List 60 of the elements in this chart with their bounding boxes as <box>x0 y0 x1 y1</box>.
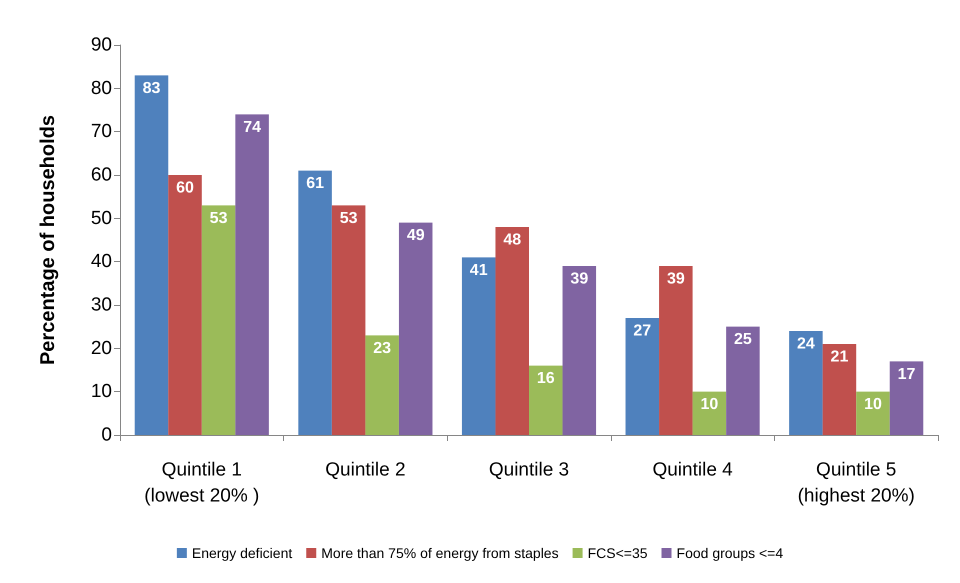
data-label: 24 <box>796 336 815 352</box>
y-tick-label: 60 <box>90 164 112 186</box>
data-label: 48 <box>503 232 522 248</box>
x-tick-label: Quintile 4 <box>652 460 734 480</box>
bar <box>168 175 202 435</box>
data-label: 39 <box>666 270 685 288</box>
data-label: 74 <box>243 118 262 136</box>
y-tick-label: 90 <box>90 34 112 56</box>
bar <box>856 392 890 435</box>
x-tick-label: Quintile 5 (highest 20%) <box>798 460 915 506</box>
y-axis-title: Percentage of households <box>37 114 59 366</box>
x-tick-label: Quintile 3 <box>488 460 570 480</box>
data-label: 16 <box>536 370 555 388</box>
data-label: 27 <box>633 322 652 340</box>
data-label: 21 <box>830 348 848 366</box>
bar <box>134 75 168 435</box>
data-label: 53 <box>210 210 228 227</box>
bar <box>398 222 432 435</box>
bar <box>626 318 660 435</box>
bar <box>562 266 596 435</box>
bar <box>692 392 726 435</box>
x-tick-label: Quintile 2 <box>325 460 406 480</box>
bar <box>890 361 924 435</box>
legend-label: More than 75% of energy from staples <box>321 545 559 561</box>
bar <box>822 344 856 435</box>
data-label: 61 <box>306 175 324 192</box>
data-label: 23 <box>373 340 392 357</box>
legend-label: Food groups <=4 <box>676 545 784 561</box>
bar <box>298 170 332 435</box>
bar <box>726 326 760 435</box>
data-label: 17 <box>898 366 916 383</box>
bar <box>789 331 823 435</box>
y-tick-label: 50 <box>90 208 112 229</box>
y-tick-label: 20 <box>90 338 112 359</box>
bar <box>365 335 399 435</box>
y-tick-label: 80 <box>90 78 112 99</box>
x-tick-label: Quintile 1 (lowest 20% ) <box>144 460 260 506</box>
data-label: 49 <box>406 227 425 244</box>
y-tick-label: 10 <box>90 381 112 402</box>
data-label: 83 <box>142 80 160 97</box>
data-label: 10 <box>864 396 882 414</box>
y-tick-label: 40 <box>90 251 112 272</box>
data-label: 39 <box>570 270 588 288</box>
bar <box>462 257 496 435</box>
data-label: 41 <box>470 262 488 279</box>
bar <box>235 114 269 435</box>
bar <box>332 205 366 435</box>
legend-label: Energy deficient <box>192 545 292 561</box>
data-label: 60 <box>176 180 194 196</box>
bar <box>202 205 236 435</box>
legend-label: FCS<=35 <box>588 545 648 561</box>
y-tick-label: 0 <box>101 424 112 446</box>
bar <box>659 266 693 435</box>
data-label: 53 <box>340 210 358 227</box>
data-label: 10 <box>700 396 718 414</box>
y-tick-label: 70 <box>90 121 112 142</box>
y-tick-label: 30 <box>90 294 112 316</box>
data-label: 25 <box>734 331 752 348</box>
bar <box>495 227 529 435</box>
bar <box>529 366 563 435</box>
